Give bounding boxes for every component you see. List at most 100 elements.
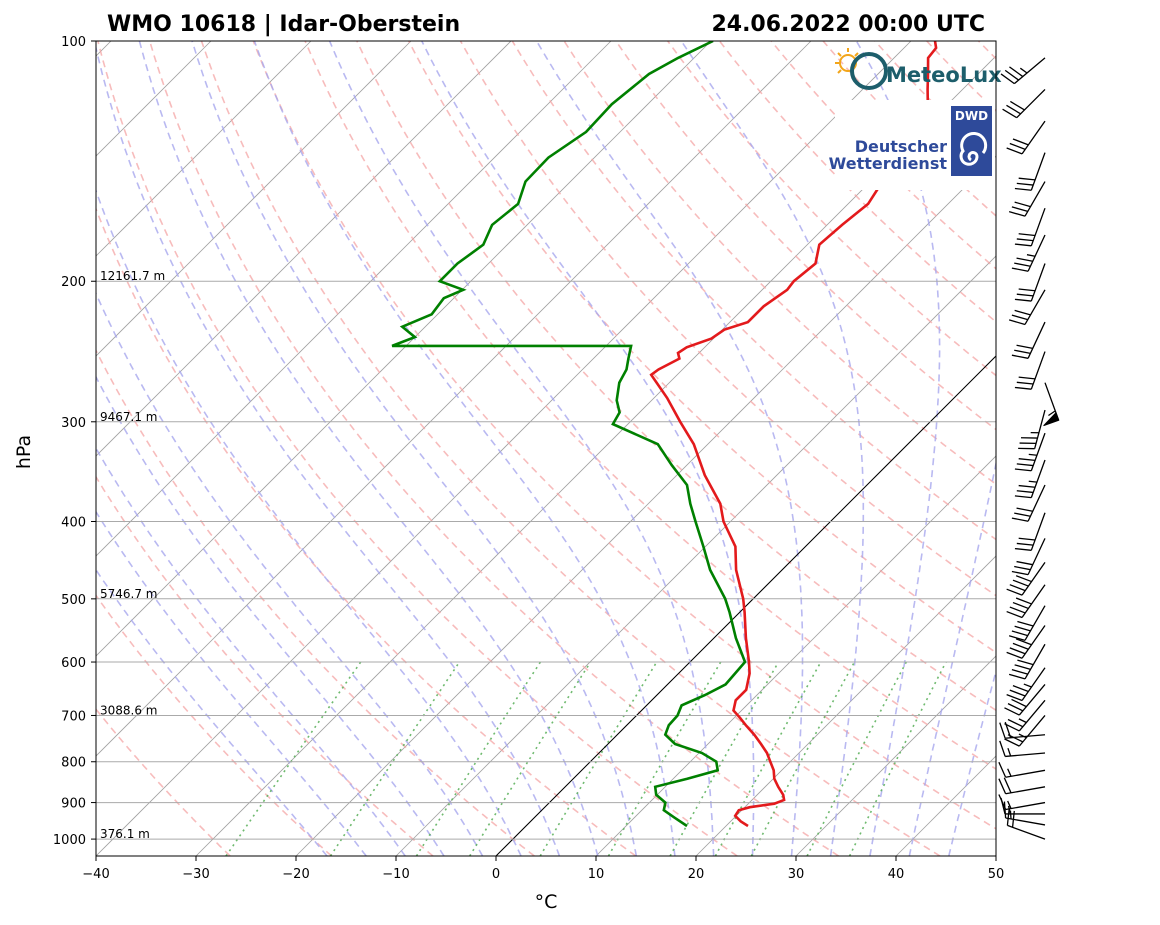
wind-barb-staff: [1018, 715, 1046, 747]
wind-barb-feather: [1009, 584, 1026, 592]
wind-barb-feather: [1006, 694, 1023, 702]
wind-barb-half-feather: [1026, 254, 1036, 257]
isotherm-line: [96, 41, 512, 457]
x-tick-label: −30: [182, 867, 209, 882]
wind-barb-staff: [1024, 643, 1046, 680]
wind-barb: [1004, 715, 1046, 747]
mixing-ratio-line: [607, 661, 722, 856]
wind-barb: [1008, 605, 1046, 641]
dewpoint-profile: [391, 41, 747, 828]
isotherm-line: [96, 41, 612, 557]
wind-barb-feather: [1010, 100, 1025, 111]
wind-barb-feather: [1011, 517, 1029, 522]
logo-dwd: DWD Deutscher Wetterdienst: [829, 100, 995, 190]
x-tick-label: 20: [688, 867, 705, 882]
wind-barb-half-feather: [1028, 480, 1038, 483]
wind-barb-feather: [1015, 575, 1032, 583]
wind-barb-half-feather: [1028, 453, 1038, 456]
wind-barb: [998, 761, 1046, 778]
y-tick-label: 1000: [53, 833, 86, 848]
dry-adiabat-line: [252, 41, 996, 830]
wind-barb-feather: [999, 722, 1006, 739]
wind-barb-feather: [1014, 468, 1032, 472]
y-tick-label: 100: [61, 35, 86, 50]
wind-barb-feather: [1011, 206, 1028, 213]
wind-barb-feather: [1006, 147, 1023, 155]
wind-barb: [1006, 625, 1046, 659]
y-tick-label: 800: [61, 756, 86, 771]
x-tick-label: 10: [588, 867, 605, 882]
dwd-badge-text: DWD: [955, 109, 988, 123]
wind-barb: [1011, 234, 1046, 272]
wind-barb-feather: [1006, 610, 1023, 619]
height-annotation: 9467.1 m: [100, 410, 158, 424]
wind-barb: [998, 794, 1046, 811]
height-annotation: 12161.7 m: [100, 269, 165, 283]
moist-adiabat-line: [96, 510, 367, 856]
pressure-grid: [96, 41, 996, 840]
wind-barb-feather: [1014, 565, 1031, 571]
height-annotations: 12161.7 m 9467.1 m 5746.7 m 3088.6 m 376.1 m: [100, 269, 165, 841]
wind-barb: [1014, 432, 1046, 472]
wind-barb-feather: [1004, 69, 1019, 81]
isotherm-line: [695, 555, 996, 856]
wind-barb-staff: [1021, 561, 1046, 596]
wind-barb-staff: [1030, 351, 1046, 390]
dry-adiabat-line: [96, 348, 535, 856]
wind-barb-feather: [1017, 620, 1034, 627]
wind-barb-feather: [1012, 685, 1029, 693]
dry-adiabat-line: [977, 41, 996, 60]
height-annotation: 3088.6 m: [100, 703, 158, 717]
dry-adiabat-line: [96, 206, 637, 856]
wind-barb-feather: [1008, 635, 1026, 641]
wind-barb-half-feather: [1007, 800, 1012, 809]
dry-adiabat-line: [304, 41, 996, 770]
dry-adiabat-line: [563, 41, 996, 486]
wind-barb-feather: [1014, 625, 1031, 632]
wind-barb-feather: [1014, 386, 1032, 390]
dwd-line2: Wetterdienst: [829, 154, 948, 173]
moist-adiabat-line: [96, 568, 328, 856]
wind-barb-feather: [1009, 689, 1026, 697]
wind-barb-feather: [1014, 187, 1032, 191]
wind-barb-feather: [1011, 314, 1028, 321]
wind-barb-staff: [1005, 752, 1046, 758]
wind-barb-feather: [1016, 257, 1033, 262]
plot-frame: [95, 40, 997, 857]
wind-barb-feather: [1006, 808, 1010, 826]
moist-adiabat-line: [680, 41, 865, 856]
wind-barb-feather: [1011, 354, 1029, 359]
x-tick-label: 0: [492, 867, 500, 882]
wind-barb-feather: [1011, 668, 1028, 675]
y-tick-label: 200: [61, 275, 86, 290]
chart-title-station: WMO 10618 | Idar-Oberstein: [107, 12, 460, 37]
wind-barb: [1043, 382, 1060, 427]
wind-barb-feather: [1009, 66, 1024, 78]
wind-barb: [998, 777, 1046, 795]
wind-barb-staff: [1018, 683, 1046, 716]
isotherm-line: [595, 455, 996, 856]
wind-barb: [999, 740, 1046, 758]
wind-barb-staff: [1030, 207, 1046, 247]
wind-barb-staff: [1024, 181, 1046, 217]
wind-barb-staff: [1024, 289, 1046, 325]
y-tick-label: 600: [61, 656, 86, 671]
mixing-ratio-line: [539, 661, 658, 856]
wind-barb-feather: [1016, 381, 1034, 385]
wind-barb-feather: [1016, 238, 1034, 242]
wind-barb-half-feather: [1048, 410, 1056, 417]
wind-barb-staff: [1005, 801, 1046, 811]
wind-barb-feather: [1012, 642, 1029, 650]
isotherm-line: [795, 655, 996, 856]
dry-adiabat-line: [615, 41, 996, 431]
background-lines: [96, 41, 996, 856]
wind-barb-feather: [1016, 490, 1034, 494]
mixing-ratio-line: [669, 661, 780, 856]
mixing-ratio-line: [848, 661, 947, 856]
wind-barb-staff: [1005, 786, 1046, 795]
dry-adiabat-line: [148, 41, 840, 856]
wind-barb-feather: [1014, 495, 1032, 499]
x-tick-label: 40: [888, 867, 905, 882]
wind-barb-staff: [1018, 699, 1046, 732]
wind-barb-staff: [1030, 263, 1046, 302]
